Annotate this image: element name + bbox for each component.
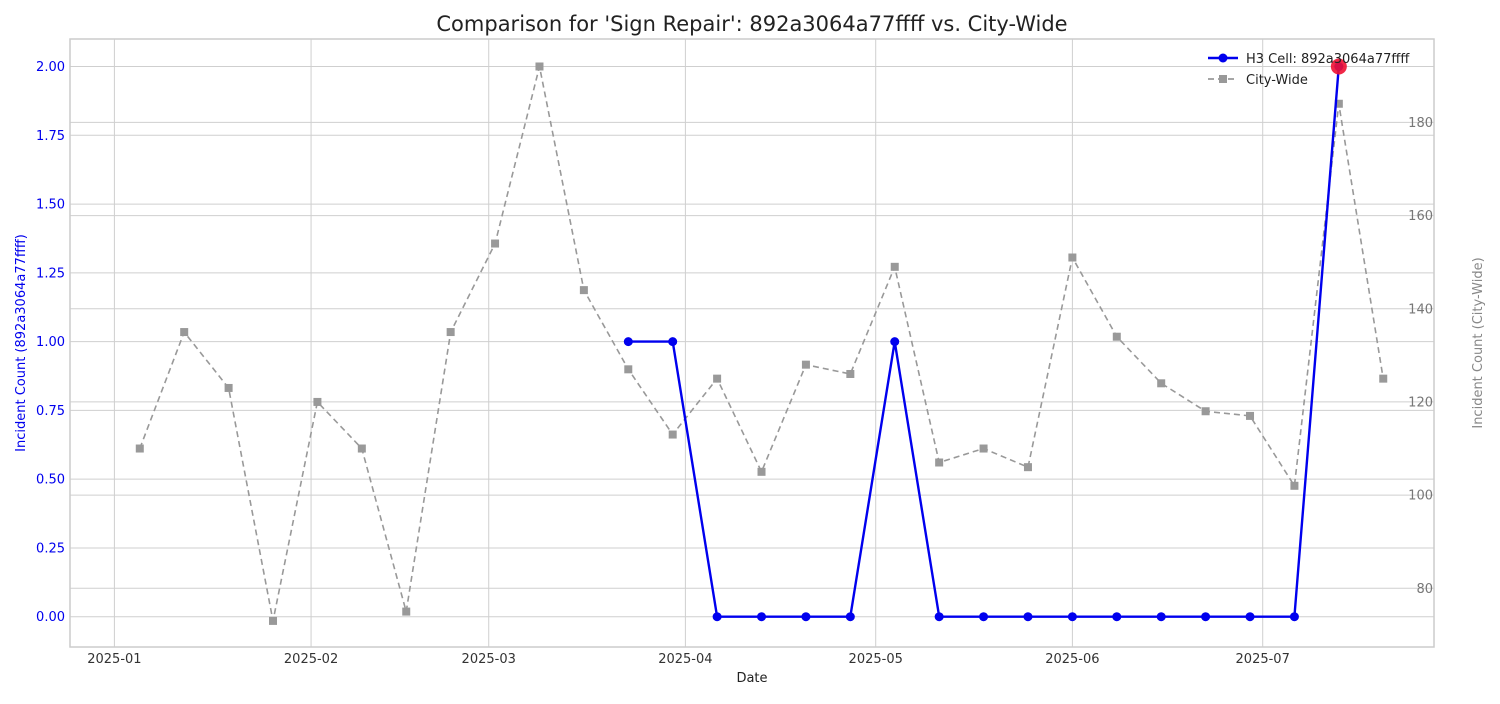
highlight-point (1330, 58, 1347, 75)
data-point-city-wide (1023, 463, 1032, 472)
series-layer (135, 58, 1388, 625)
data-point-h3-cell-892a3064a77ffff (979, 612, 989, 622)
data-point-h3-cell-892a3064a77ffff (623, 337, 633, 347)
legend-label-city-wide: City-Wide (1246, 73, 1308, 88)
legend: H3 Cell: 892a3064a77ffff City-Wide (1208, 52, 1410, 88)
data-point-h3-cell-892a3064a77ffff (845, 612, 855, 622)
data-point-city-wide (846, 369, 855, 378)
y-tick-label-right: 80 (1416, 582, 1433, 597)
y-axis-label-left: Incident Count (892a3064a77ffff) (14, 234, 29, 452)
series-city-wide (135, 62, 1388, 625)
y-tick-label-right: 160 (1408, 209, 1433, 224)
x-tick-label: 2025-06 (1045, 652, 1099, 667)
legend-marker-city-wide (1219, 75, 1227, 83)
y-tick-label-left: 0.75 (36, 404, 65, 419)
y-tick-label-left: 1.00 (36, 335, 65, 350)
series-line-city-wide (139, 66, 1384, 622)
y-tick-label-left: 0.00 (36, 610, 65, 625)
y-tick-label-left: 2.00 (36, 60, 65, 75)
data-point-h3-cell-892a3064a77ffff (668, 337, 678, 347)
x-axis-label: Date (736, 671, 767, 686)
data-point-h3-cell-892a3064a77ffff (1289, 612, 1299, 622)
grid-lines (70, 39, 1434, 647)
y-tick-label-left: 0.50 (36, 473, 65, 488)
data-point-city-wide (491, 239, 500, 248)
data-point-city-wide (1246, 411, 1255, 420)
y-tick-label-left: 0.25 (36, 541, 65, 556)
data-point-city-wide (890, 262, 899, 271)
y-tick-label-right: 120 (1408, 395, 1433, 410)
data-point-city-wide (801, 360, 810, 369)
data-point-city-wide (269, 616, 278, 625)
data-point-city-wide (224, 383, 233, 392)
y-tick-label-right: 100 (1408, 489, 1433, 504)
x-tick-label: 2025-02 (284, 652, 338, 667)
chart-title: Comparison for 'Sign Repair': 892a3064a7… (436, 12, 1067, 36)
data-point-city-wide (135, 444, 144, 453)
data-point-city-wide (935, 458, 944, 467)
x-tick-label: 2025-07 (1236, 652, 1290, 667)
y-tick-label-right: 140 (1408, 302, 1433, 317)
legend-marker-h3-cell (1218, 53, 1228, 63)
data-point-h3-cell-892a3064a77ffff (934, 612, 944, 622)
plot-area-border (69, 38, 1435, 648)
data-point-city-wide (535, 62, 544, 71)
axis-ticks: 2025-01 2025-02 2025-03 2025-04 2025-05 2025-… (36, 60, 1433, 667)
x-tick-label: 2025-04 (658, 652, 712, 667)
data-point-h3-cell-892a3064a77ffff (1201, 612, 1211, 622)
y-tick-label-left: 1.25 (36, 266, 65, 281)
data-point-h3-cell-892a3064a77ffff (1067, 612, 1077, 622)
data-point-h3-cell-892a3064a77ffff (1023, 612, 1033, 622)
data-point-city-wide (1112, 332, 1121, 341)
data-point-city-wide (402, 607, 411, 616)
data-point-city-wide (446, 328, 455, 337)
data-point-h3-cell-892a3064a77ffff (801, 612, 811, 622)
data-point-h3-cell-892a3064a77ffff (1156, 612, 1166, 622)
data-point-city-wide (979, 444, 988, 453)
data-point-city-wide (1068, 253, 1077, 262)
data-point-city-wide (1157, 379, 1166, 388)
plot-frame (69, 38, 1435, 648)
data-point-city-wide (624, 365, 633, 374)
data-point-city-wide (1379, 374, 1388, 383)
legend-entry-h3-cell: H3 Cell: 892a3064a77ffff (1208, 52, 1410, 67)
data-point-city-wide (1334, 99, 1343, 108)
data-point-city-wide (757, 467, 766, 476)
data-point-city-wide (1290, 481, 1299, 490)
data-point-h3-cell-892a3064a77ffff (757, 612, 767, 622)
data-point-city-wide (713, 374, 722, 383)
x-tick-label: 2025-05 (849, 652, 903, 667)
y-tick-label-right: 180 (1408, 116, 1433, 131)
legend-entry-city-wide: City-Wide (1208, 73, 1308, 88)
y-tick-label-left: 1.50 (36, 198, 65, 213)
x-tick-label: 2025-01 (87, 652, 141, 667)
data-point-h3-cell-892a3064a77ffff (1112, 612, 1122, 622)
data-point-h3-cell-892a3064a77ffff (890, 337, 900, 347)
data-point-city-wide (668, 430, 677, 439)
data-point-h3-cell-892a3064a77ffff (712, 612, 722, 622)
data-point-city-wide (357, 444, 366, 453)
legend-label-h3-cell: H3 Cell: 892a3064a77ffff (1246, 52, 1410, 67)
data-point-h3-cell-892a3064a77ffff (1245, 612, 1255, 622)
data-point-city-wide (180, 328, 189, 337)
data-point-city-wide (1201, 407, 1210, 416)
y-axis-label-right: Incident Count (City-Wide) (1471, 257, 1486, 428)
data-point-city-wide (579, 286, 588, 295)
x-tick-label: 2025-03 (462, 652, 516, 667)
data-point-city-wide (313, 397, 322, 406)
y-tick-label-left: 1.75 (36, 129, 65, 144)
